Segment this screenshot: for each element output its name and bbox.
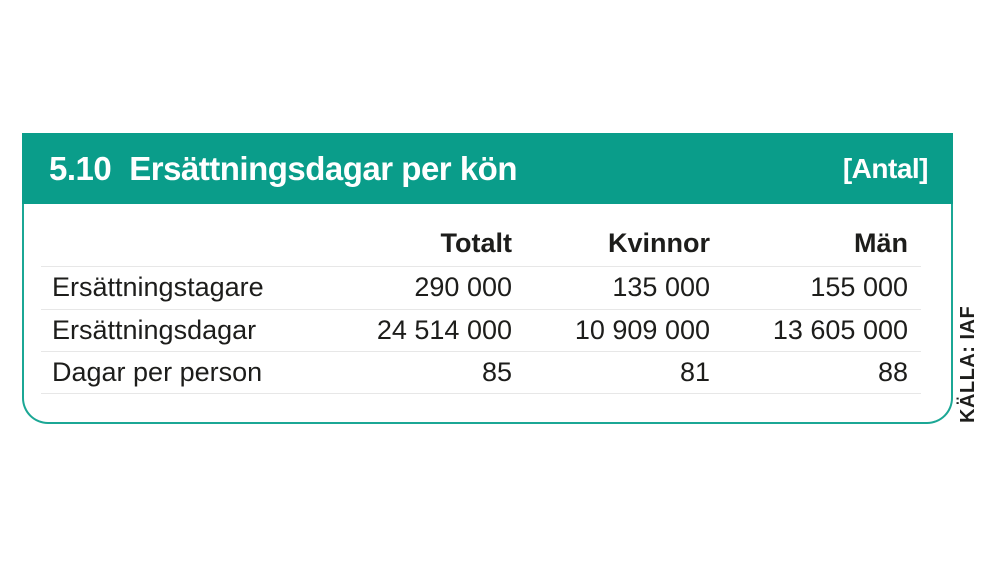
- table-row-ersattningsdagar: Ersättningsdagar 24 514 000 10 909 000 1…: [41, 309, 921, 352]
- table-cell-kvinnor: 10 909 000: [525, 309, 723, 352]
- table-cell-man: 88: [723, 351, 921, 395]
- table-cell-man: 13 605 000: [723, 309, 921, 352]
- table-row-dagar-per-person: Dagar per person 85 81 88: [41, 351, 921, 395]
- table-cell-man: 155 000: [723, 266, 921, 310]
- source-label: KÄLLA: IAF: [957, 305, 979, 423]
- figure-title: Ersättningsdagar per kön: [129, 149, 517, 187]
- row-label-header: [41, 214, 327, 268]
- row-label: Ersättningsdagar: [41, 309, 327, 352]
- figure-number: 5.10: [49, 149, 112, 187]
- table-cell-totalt: 85: [327, 351, 525, 395]
- unit-label: [Antal]: [842, 152, 929, 184]
- table-cell-kvinnor: 81: [525, 351, 723, 395]
- table-cell-kvinnor: 135 000: [525, 266, 723, 310]
- data-table: Totalt Kvinnor Män Ersättningstagare 290…: [41, 214, 921, 395]
- column-header-kvinnor: Kvinnor: [525, 214, 723, 268]
- column-header-totalt: Totalt: [327, 214, 525, 268]
- figure-card: 5.10 Ersättningsdagar per kön [Antal] To…: [22, 133, 953, 425]
- table-cell-totalt: 24 514 000: [327, 309, 525, 352]
- table-cell-totalt: 290 000: [327, 266, 525, 310]
- card-body: Totalt Kvinnor Män Ersättningstagare 290…: [22, 204, 953, 425]
- table-row-ersattningstagare: Ersättningstagare 290 000 135 000 155 00…: [41, 266, 921, 310]
- row-label: Dagar per person: [41, 351, 327, 395]
- row-label: Ersättningstagare: [41, 266, 327, 310]
- column-header-man: Män: [723, 214, 921, 268]
- card-header: 5.10 Ersättningsdagar per kön [Antal]: [22, 133, 953, 204]
- table-header-row: Totalt Kvinnor Män: [41, 214, 921, 268]
